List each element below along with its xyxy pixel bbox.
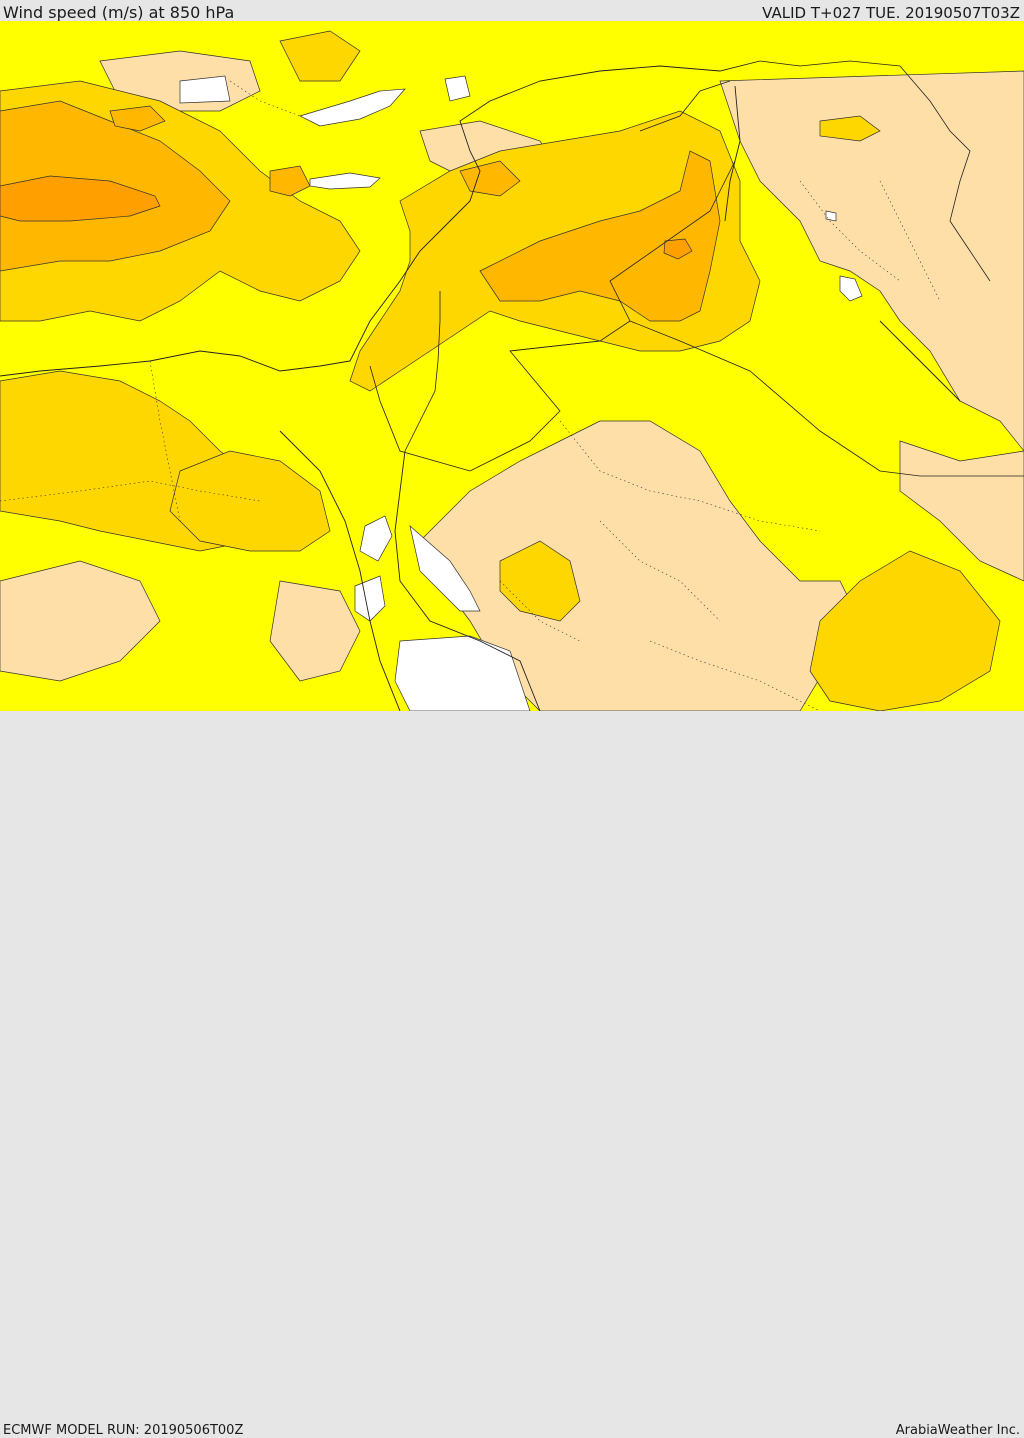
map-title: Wind speed (m/s) at 850 hPa [3,3,235,22]
valid-time: VALID T+027 TUE. 20190507T03Z [762,4,1020,22]
brand-label: ArabiaWeather Inc. [895,1423,1020,1438]
model-run-label: ECMWF MODEL RUN: 20190506T00Z [3,1423,244,1438]
wind-speed-map [0,21,1024,711]
level-6-regions [0,175,693,260]
borders [369,60,1024,477]
header-bar: Wind speed (m/s) at 850 hPa VALID T+027 … [0,0,1024,22]
footer-bar: ECMWF MODEL RUN: 20190506T00Z ArabiaWeat… [0,711,1024,1438]
province-lines [0,80,941,711]
level-1-regions [179,75,863,711]
